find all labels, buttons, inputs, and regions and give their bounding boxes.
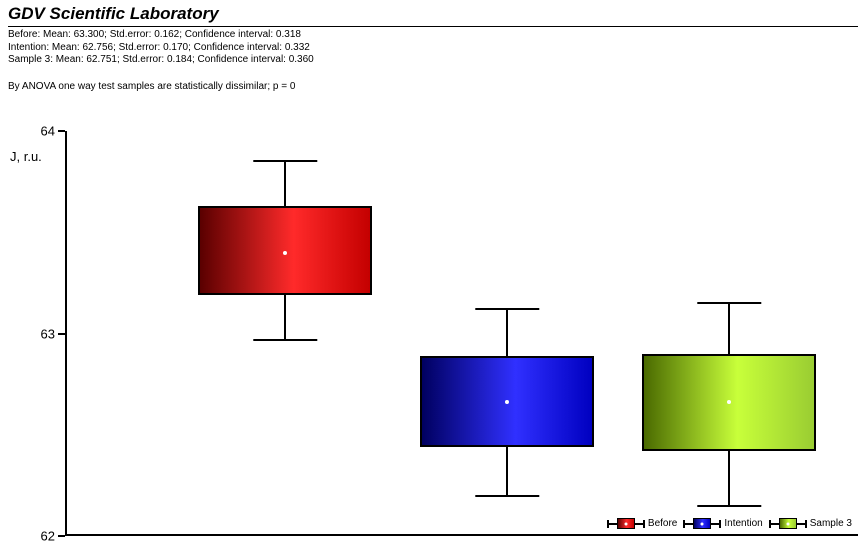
whisker-upper-line xyxy=(284,161,286,206)
y-tick-label: 64 xyxy=(29,124,55,139)
title-rule xyxy=(8,26,858,27)
legend-swatch xyxy=(769,518,807,529)
legend-item: Before xyxy=(607,518,677,529)
y-tick-label: 63 xyxy=(29,326,55,341)
legend-label: Sample 3 xyxy=(810,518,852,529)
y-axis-label: J, r.u. xyxy=(10,149,42,164)
legend-swatch xyxy=(607,518,645,529)
chart-plot-area xyxy=(65,131,858,536)
legend-swatch xyxy=(683,518,721,529)
whisker-lower-line xyxy=(506,447,508,496)
whisker-upper-cap xyxy=(697,302,760,304)
whisker-upper-cap xyxy=(475,308,538,310)
whisker-lower-cap xyxy=(253,339,316,341)
legend-label: Before xyxy=(648,518,677,529)
stats-line-sample3: Sample 3: Mean: 62.751; Std.error: 0.184… xyxy=(8,54,858,67)
median-dot xyxy=(727,400,731,404)
whisker-upper-line xyxy=(728,303,730,354)
whisker-lower-line xyxy=(284,295,286,340)
whisker-lower-cap xyxy=(475,495,538,497)
stats-line-before: Before: Mean: 63.300; Std.error: 0.162; … xyxy=(8,29,858,42)
y-tick-label: 62 xyxy=(29,529,55,544)
legend-label: Intention xyxy=(724,518,762,529)
y-tick-mark xyxy=(58,333,65,335)
y-tick-mark xyxy=(58,130,65,132)
y-tick-mark xyxy=(58,535,65,537)
whisker-upper-line xyxy=(506,309,508,356)
whisker-lower-cap xyxy=(697,505,760,507)
whisker-upper-cap xyxy=(253,160,316,162)
legend-item: Sample 3 xyxy=(769,518,852,529)
chart-legend: Before Intention Sample 3 xyxy=(607,518,852,529)
whisker-lower-line xyxy=(728,451,730,506)
median-dot xyxy=(505,400,509,404)
median-dot xyxy=(283,251,287,255)
anova-result-line: By ANOVA one way test samples are statis… xyxy=(8,81,858,94)
page-root: GDV Scientific Laboratory Before: Mean: … xyxy=(0,0,866,548)
legend-item: Intention xyxy=(683,518,762,529)
stats-line-intention: Intention: Mean: 62.756; Std.error: 0.17… xyxy=(8,42,858,55)
page-title: GDV Scientific Laboratory xyxy=(8,4,858,25)
